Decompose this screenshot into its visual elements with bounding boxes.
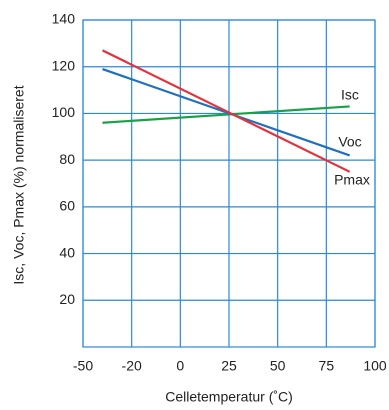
x-tick-label: -50 bbox=[73, 358, 93, 374]
y-tick-label: 20 bbox=[59, 291, 75, 307]
series-label: Pmax bbox=[334, 172, 370, 188]
y-tick-label: 40 bbox=[59, 244, 75, 260]
y-tick-label: 80 bbox=[59, 151, 75, 167]
x-tick-label: 25 bbox=[221, 358, 237, 374]
series-label: Isc bbox=[341, 87, 359, 103]
x-tick-label: 50 bbox=[270, 358, 286, 374]
x-axis-label: Celletemperatur (˚C) bbox=[165, 389, 293, 405]
series-line bbox=[102, 105, 350, 124]
y-tick-label: 100 bbox=[52, 104, 76, 120]
y-tick-label: 140 bbox=[52, 11, 76, 27]
x-tick-label: 75 bbox=[319, 358, 335, 374]
y-axis-label: Isc, Voc, Pmax (%) normaliseret bbox=[11, 85, 27, 284]
x-tick-label: 0 bbox=[176, 358, 184, 374]
y-tick-label: 60 bbox=[59, 198, 75, 214]
x-tick-label: 100 bbox=[363, 358, 387, 374]
x-tick-label: -20 bbox=[122, 358, 142, 374]
series-label: Voc bbox=[338, 134, 361, 150]
series-line bbox=[101, 49, 351, 173]
y-tick-label: 120 bbox=[52, 57, 76, 73]
